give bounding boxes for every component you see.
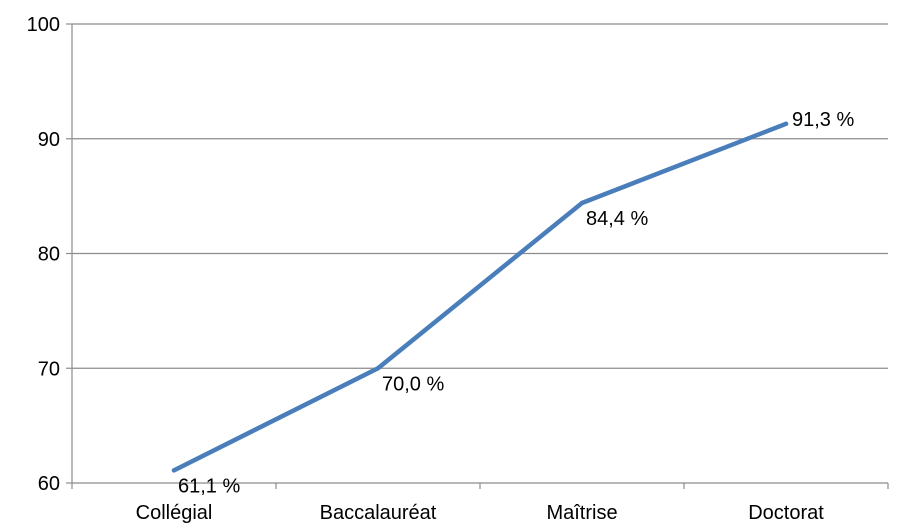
- data-point: [171, 468, 177, 473]
- y-tick-label: 90: [38, 129, 60, 151]
- data-point: [783, 121, 789, 127]
- data-point: [579, 200, 585, 206]
- data-label: 84,4 %: [586, 208, 648, 230]
- x-tick-label: Maîtrise: [546, 502, 617, 524]
- x-axis-tick-labels: Collégial Baccalauréat Maîtrise Doctorat: [136, 502, 825, 524]
- data-label: 61,1 %: [178, 475, 240, 497]
- data-point: [375, 366, 381, 371]
- axes: [66, 23, 889, 489]
- data-label: 70,0 %: [382, 373, 444, 395]
- data-labels: 61,1 % 70,0 % 84,4 % 91,3 %: [178, 109, 854, 498]
- gridlines: [72, 23, 888, 369]
- y-tick-label: 70: [38, 358, 60, 380]
- data-label: 91,3 %: [792, 109, 854, 131]
- series-line: [171, 121, 789, 473]
- x-tick-label: Doctorat: [748, 502, 824, 524]
- y-tick-label: 100: [27, 14, 60, 36]
- series-line-0: [171, 121, 789, 473]
- x-tick-label: Baccalauréat: [320, 502, 437, 524]
- y-tick-label: 60: [38, 473, 60, 495]
- y-axis-tick-labels: 60 70 80 90 100: [27, 14, 60, 495]
- y-tick-label: 80: [38, 244, 60, 266]
- x-tick-label: Collégial: [136, 502, 213, 524]
